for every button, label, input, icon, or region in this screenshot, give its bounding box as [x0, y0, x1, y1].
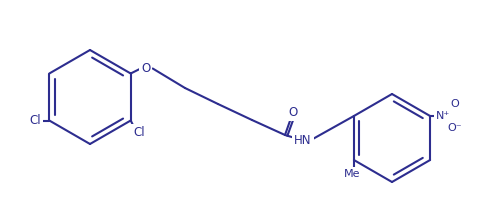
Text: Me: Me: [344, 169, 360, 179]
Text: Cl: Cl: [30, 114, 41, 127]
Text: O: O: [451, 99, 460, 109]
Text: O: O: [288, 106, 298, 119]
Text: O: O: [141, 62, 150, 75]
Text: O⁻: O⁻: [448, 123, 462, 133]
Text: N⁺: N⁺: [436, 111, 450, 121]
Text: Cl: Cl: [133, 126, 145, 139]
Text: HN: HN: [294, 134, 312, 147]
